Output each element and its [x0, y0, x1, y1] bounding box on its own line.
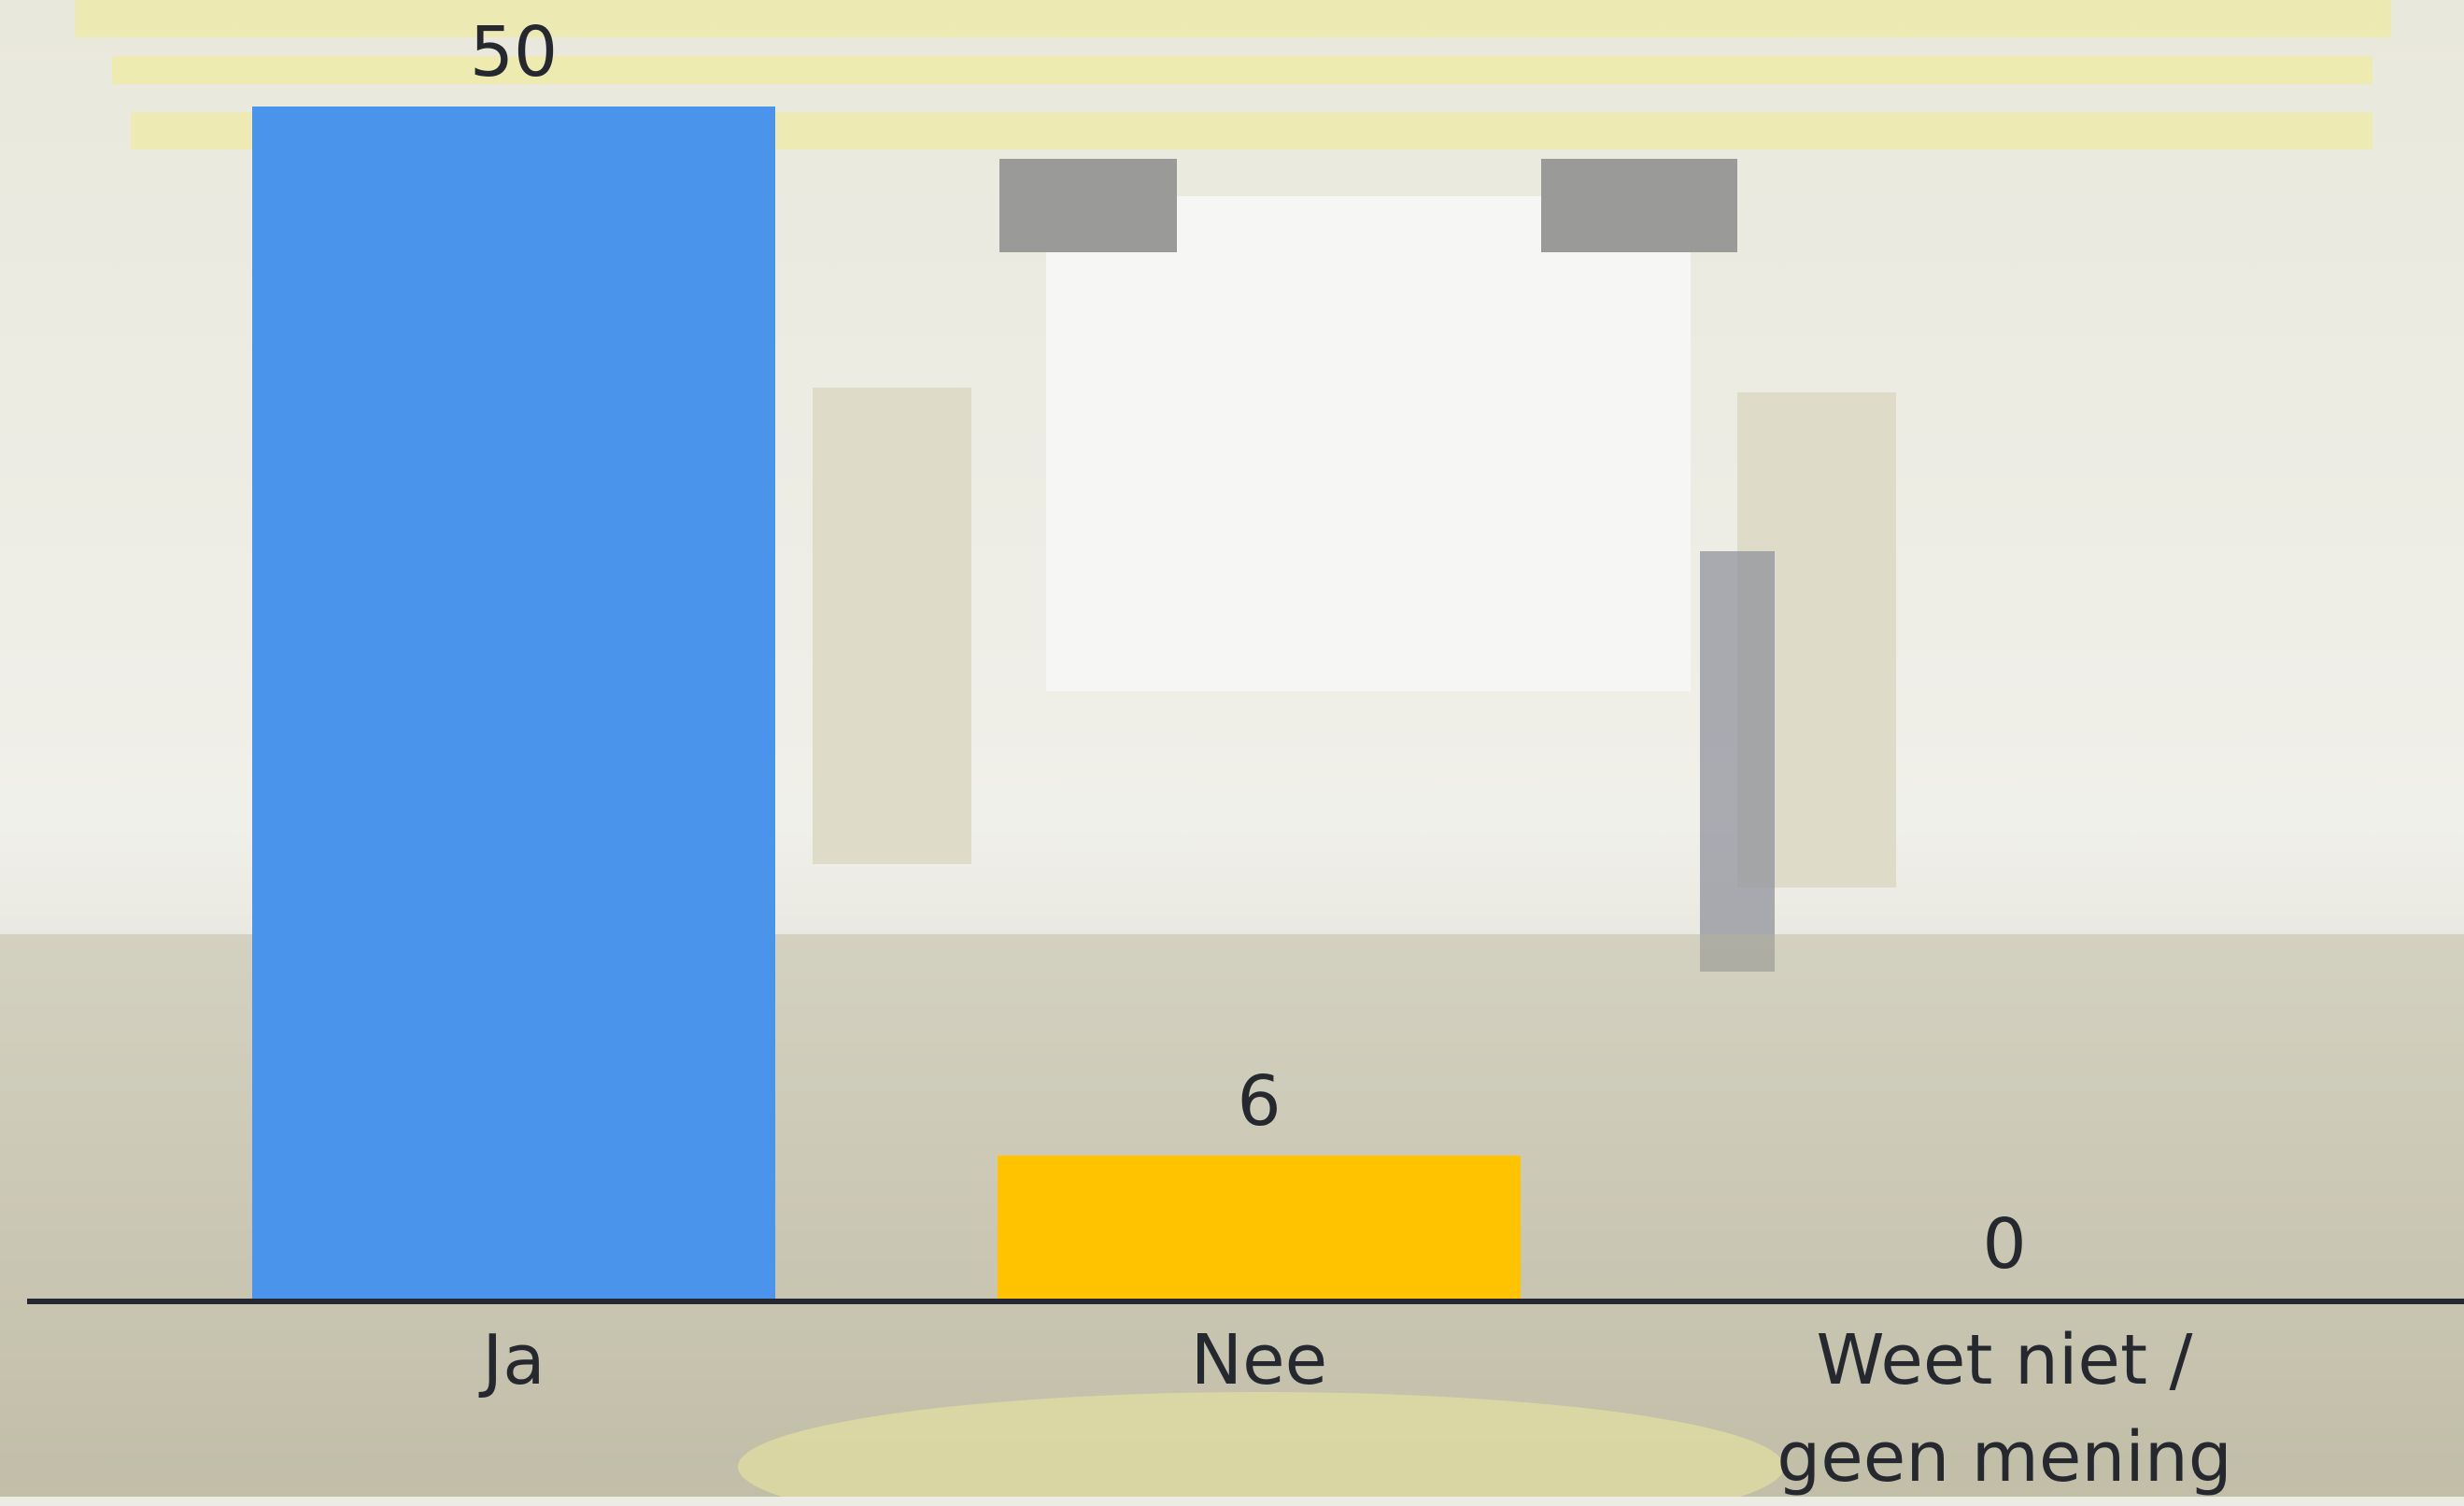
- value-label: 50: [252, 4, 775, 101]
- bar: [998, 1156, 1521, 1299]
- bar: [252, 107, 775, 1299]
- x-tick-label: Weet niet / geen mening: [1743, 1312, 2266, 1506]
- x-tick-label: Nee: [998, 1312, 1521, 1409]
- x-tick-label: Ja: [252, 1312, 775, 1409]
- page: {"chart_data": {"type": "bar", "categori…: [0, 0, 2464, 1497]
- value-label: 0: [1743, 1196, 2266, 1293]
- value-label: 6: [998, 1053, 1521, 1150]
